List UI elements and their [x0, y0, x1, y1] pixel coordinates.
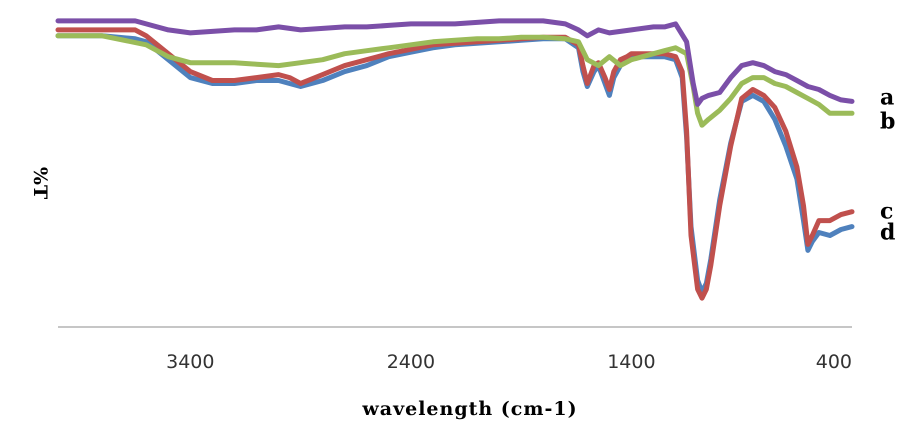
x-axis-title: wavelength (cm-1) [361, 398, 577, 420]
series-label-d: d [880, 220, 895, 246]
y-axis-title: %T [29, 167, 51, 199]
series-layer [55, 18, 855, 301]
series-label-a: a [880, 84, 894, 110]
series-line-c [55, 27, 855, 301]
series-line-d [55, 33, 855, 295]
series-label-b: b [880, 108, 895, 134]
series-line-b [55, 33, 855, 128]
x-tick-labels: 3400 2400 1400 400 [166, 351, 852, 373]
x-tick-label: 2400 [387, 351, 435, 373]
x-tick-label: 3400 [166, 351, 214, 373]
series-labels: ab cd [880, 84, 895, 245]
series-label-c: c [880, 199, 893, 225]
x-tick-label: 400 [816, 351, 852, 373]
series-line-a [55, 18, 855, 107]
x-tick-label: 1400 [607, 351, 655, 373]
